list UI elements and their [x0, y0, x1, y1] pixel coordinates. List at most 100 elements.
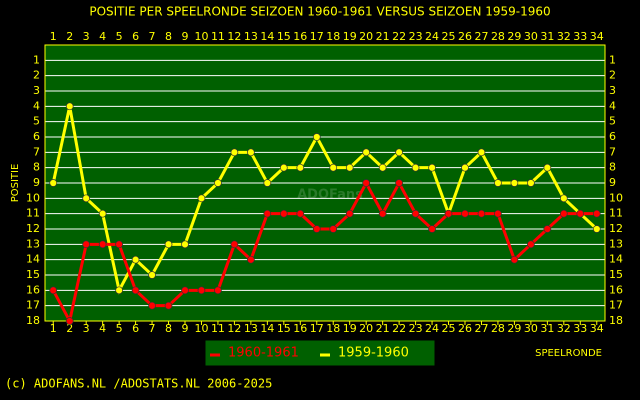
x-tick-label: 5	[116, 322, 123, 335]
point	[181, 240, 189, 249]
x-tick-label-top: 33	[573, 30, 587, 43]
point	[428, 163, 436, 172]
legend-box	[204, 339, 436, 367]
x-tick-label-top: 6	[132, 30, 139, 43]
point	[510, 179, 519, 187]
point	[263, 209, 272, 218]
x-tick-label-top: 32	[557, 30, 571, 43]
point	[82, 194, 91, 203]
point	[576, 209, 585, 218]
point	[148, 301, 156, 310]
x-tick-label: 1	[50, 322, 57, 335]
point	[461, 209, 469, 218]
x-tick-label-top: 24	[425, 30, 439, 43]
point	[559, 209, 568, 218]
point	[527, 240, 535, 249]
point	[115, 240, 123, 249]
y-tick-label-right: 11	[609, 207, 623, 220]
y-tick-label: 7	[33, 145, 40, 158]
y-tick-label-right: 4	[609, 99, 616, 112]
point	[214, 286, 222, 295]
y-tick-label-right: 13	[609, 237, 623, 250]
x-tick-label: 17	[310, 322, 324, 335]
x-tick-label: 4	[99, 322, 106, 335]
y-tick-label: 16	[26, 283, 40, 296]
x-tick-label-top: 21	[376, 30, 390, 43]
point	[131, 255, 140, 264]
x-tick-label: 32	[557, 322, 571, 335]
x-tick-label: 22	[392, 322, 406, 335]
point	[131, 286, 140, 295]
x-tick-label: 16	[293, 322, 307, 335]
point	[510, 255, 519, 264]
plot-border	[44, 44, 606, 322]
y-tick-label-right: 2	[609, 69, 616, 82]
x-tick-label: 7	[149, 322, 156, 335]
y-tick-label-right: 14	[609, 253, 623, 266]
point	[461, 163, 469, 172]
point	[98, 240, 107, 249]
y-tick-label-right: 9	[609, 176, 616, 189]
x-tick-label-top: 27	[474, 30, 488, 43]
point	[279, 209, 288, 218]
x-tick-label-top: 13	[244, 30, 258, 43]
point	[164, 301, 173, 310]
point	[98, 209, 107, 218]
y-tick-label: 15	[26, 268, 40, 281]
x-tick-label-top: 5	[116, 30, 123, 43]
legend-label: 1959-1960	[338, 346, 409, 361]
point	[378, 163, 387, 172]
x-tick-label-top: 1	[50, 30, 57, 43]
y-tick-label-right: 8	[609, 161, 616, 174]
point	[543, 163, 552, 172]
footer: (c) ADOFANS.NL /ADOSTATS.NL 2006-2025	[5, 377, 272, 391]
x-tick-label-top: 15	[277, 30, 291, 43]
point	[362, 179, 371, 187]
x-tick-label-top: 22	[392, 30, 406, 43]
series-line	[51, 106, 598, 295]
x-tick-label-top: 12	[227, 30, 241, 43]
x-tick-label: 10	[194, 322, 208, 335]
x-tick-label: 21	[376, 322, 390, 335]
point	[65, 102, 74, 111]
point	[263, 179, 272, 187]
x-tick-label-top: 16	[293, 30, 307, 43]
x-tick-label: 33	[573, 322, 587, 335]
y-tick-label-right: 5	[609, 115, 616, 128]
y-tick-label: 17	[26, 299, 40, 312]
x-tick-label-top: 25	[442, 30, 456, 43]
point	[230, 240, 239, 249]
point	[115, 286, 123, 295]
point	[477, 209, 486, 218]
y-tick-label: 8	[33, 161, 40, 174]
y-tick-label-right: 3	[609, 84, 616, 97]
x-tick-label-top: 20	[359, 30, 373, 43]
y-tick-label-right: 15	[609, 268, 623, 281]
point	[345, 209, 354, 218]
x-tick-label: 29	[507, 322, 521, 335]
x-tick-label-top: 11	[211, 30, 225, 43]
x-tick-label-top: 3	[83, 30, 90, 43]
point	[214, 179, 222, 187]
x-tick-label: 6	[132, 322, 139, 335]
x-axis-label: SPEELRONDE	[535, 348, 602, 359]
x-tick-label-top: 14	[260, 30, 274, 43]
x-tick-label-top: 26	[458, 30, 472, 43]
point	[444, 209, 453, 218]
x-tick-label: 20	[359, 322, 373, 335]
y-tick-label: 18	[26, 314, 40, 327]
point	[312, 133, 321, 141]
x-tick-label-top: 31	[540, 30, 554, 43]
point	[49, 286, 58, 295]
point	[378, 209, 387, 218]
x-tick-label: 2	[66, 322, 73, 335]
chart-title: POSITIE PER SPEELRONDE SEIZOEN 1960-1961…	[89, 5, 550, 19]
point	[411, 163, 420, 172]
x-tick-label-top: 30	[524, 30, 538, 43]
x-tick-label-top: 29	[507, 30, 521, 43]
x-tick-label-top: 28	[491, 30, 505, 43]
x-tick-label-top: 19	[343, 30, 357, 43]
point	[164, 240, 173, 249]
point	[362, 148, 371, 157]
y-tick-label: 9	[33, 176, 40, 189]
